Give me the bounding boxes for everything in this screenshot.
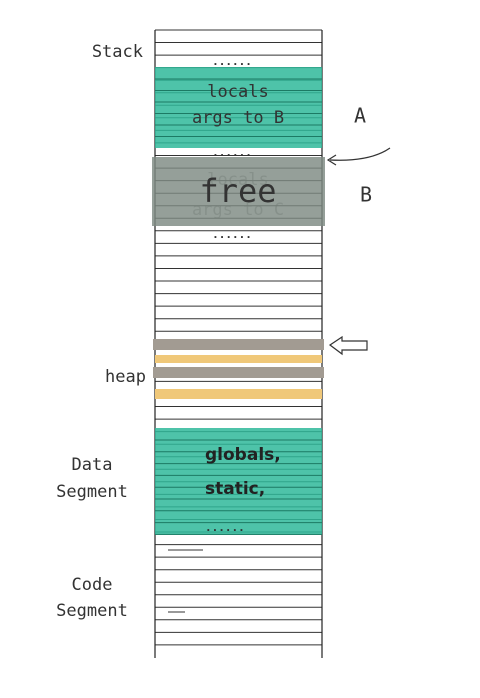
block-text: locals (207, 82, 268, 102)
dots: ...... (212, 55, 252, 68)
block-text: globals, (205, 445, 281, 465)
frame-a-label: A (354, 104, 366, 128)
data-label: Segment (56, 482, 128, 502)
block-text: args to B (192, 108, 284, 128)
frame-pointer-arrow (329, 147, 391, 161)
heap-free (155, 389, 322, 399)
heap-pointer-arrow (328, 335, 368, 356)
frame-a-rows (155, 78, 322, 137)
data-rows (155, 439, 322, 535)
code-label: Code (72, 575, 113, 595)
heap-used (153, 367, 324, 378)
block-text: static, (205, 479, 265, 499)
data-block (155, 428, 322, 535)
arrow-head (326, 154, 337, 166)
data-label: Data (72, 455, 113, 475)
free-block (152, 157, 325, 226)
heap-used (153, 339, 324, 350)
dots: ...... (212, 146, 252, 159)
heap-label: heap (105, 367, 146, 387)
code-label: Segment (56, 601, 128, 621)
stack-label: Stack (92, 42, 143, 62)
frame-b-label: B (360, 183, 372, 207)
frame-a-block (155, 67, 322, 148)
heap-free (155, 355, 322, 363)
free-label: free (199, 172, 276, 210)
dots: ...... (212, 228, 252, 241)
dots: ...... (205, 521, 245, 534)
